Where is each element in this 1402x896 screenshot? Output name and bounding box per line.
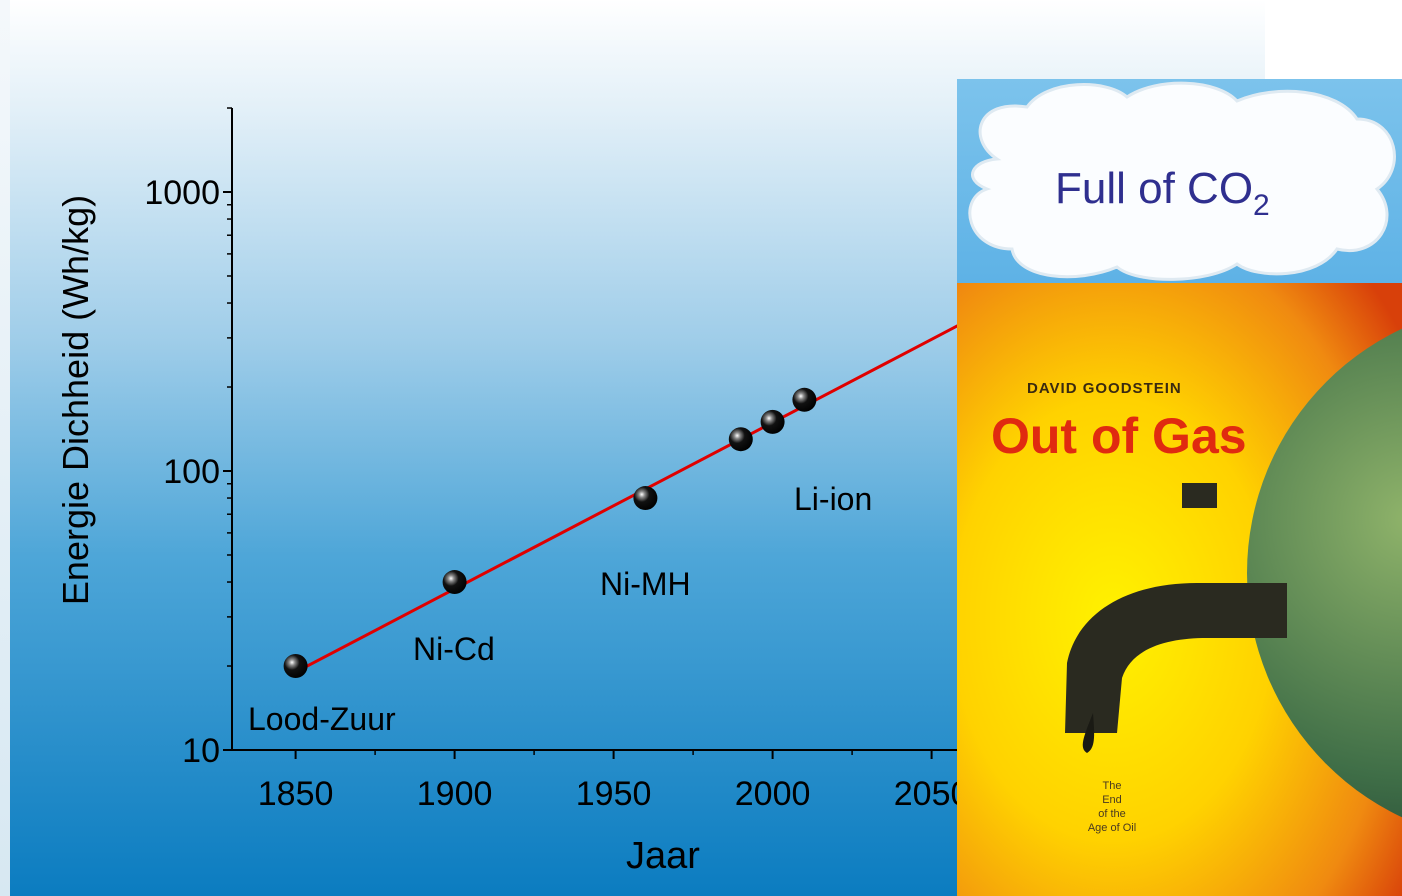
book-subtitle-line: End — [1102, 794, 1122, 806]
data-point — [728, 427, 753, 452]
cloud — [968, 81, 1396, 281]
slide-edge — [0, 0, 10, 896]
cloud-image: Full of CO2 — [957, 79, 1402, 283]
book-subtitle-line: of the — [1098, 808, 1126, 820]
x-axis-label: Jaar — [626, 835, 700, 877]
annotation: Ni-MH — [600, 566, 691, 602]
y-tick-label: 1000 — [144, 174, 220, 212]
x-tick-label: 2050 — [894, 775, 970, 813]
drip — [1082, 713, 1095, 753]
cloud-subscript: 2 — [1253, 189, 1270, 222]
y-tick-label: 100 — [163, 453, 220, 491]
data-point — [633, 486, 658, 511]
annotation: Ni-Cd — [413, 631, 495, 667]
x-tick-label: 1850 — [258, 775, 334, 813]
data-point — [442, 570, 467, 595]
annotation: Li-ion — [794, 481, 872, 517]
cloud-text: Full of CO2 — [1055, 164, 1270, 222]
book-cover: DAVID GOODSTEIN Out of Gas The End of the A… — [957, 283, 1402, 896]
annotation: Lood-Zuur — [248, 701, 396, 737]
y-axis-label: Energie Dichheid (Wh/kg) — [55, 195, 96, 605]
book-subtitle-line: Age of Oil — [1088, 822, 1136, 834]
faucet-handle — [1182, 483, 1217, 508]
globe — [1247, 328, 1402, 818]
faucet — [1065, 495, 1287, 733]
cloud-text-main: Full of CO — [1055, 164, 1253, 213]
book-subtitle: The End of the Age of Oil — [1088, 780, 1136, 834]
x-tick-label: 2000 — [735, 775, 811, 813]
data-point — [283, 654, 308, 679]
data-point — [760, 409, 785, 434]
fit-line — [288, 321, 965, 677]
y-tick-label: 10 — [182, 732, 220, 770]
data-point — [792, 387, 817, 412]
book-author: DAVID GOODSTEIN — [1027, 380, 1182, 397]
x-tick-label: 1900 — [417, 775, 493, 813]
book-subtitle-line: The — [1103, 780, 1122, 792]
book-title: Out of Gas — [991, 408, 1247, 464]
x-tick-label: 1950 — [576, 775, 652, 813]
